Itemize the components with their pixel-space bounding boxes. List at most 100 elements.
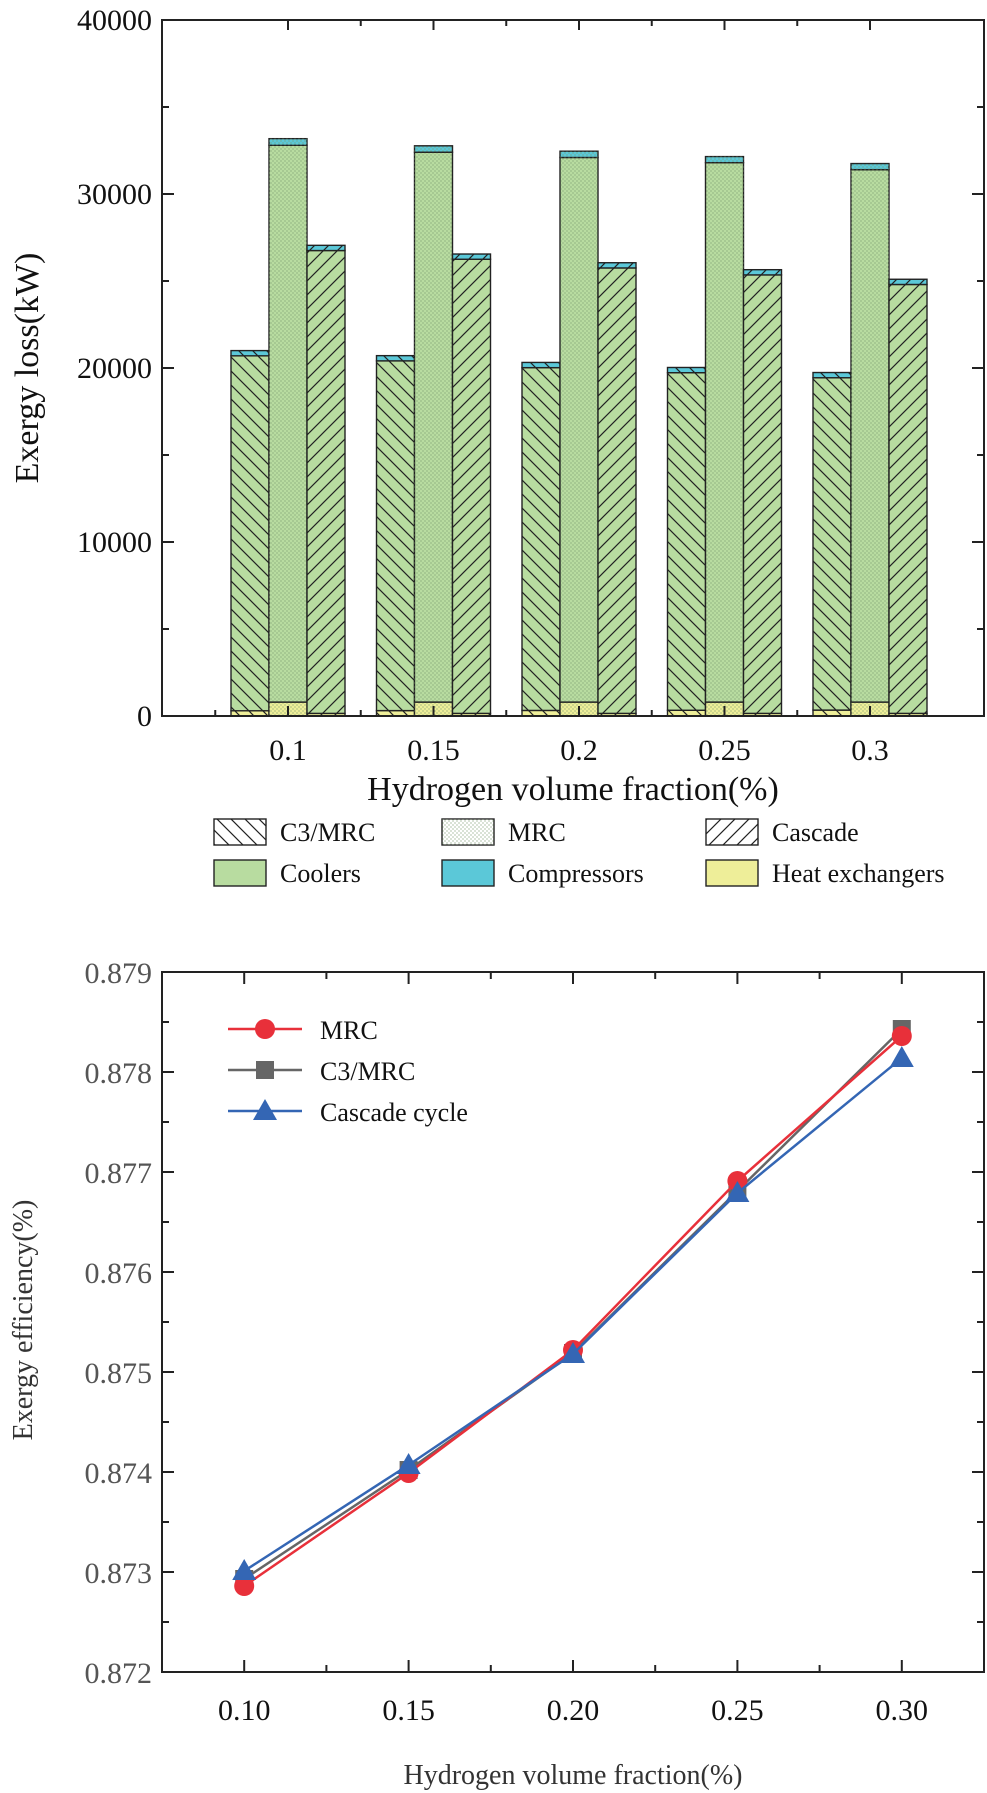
- y-axis: 0.872 0.873 0.874 0.875 0.876 0.877 0.878 0.879: [85, 957, 984, 1690]
- bar-pattern-heat-exchangers: [813, 710, 851, 716]
- bar-pattern-coolers: [414, 152, 453, 703]
- legend-item: Coolers: [213, 859, 361, 888]
- data-point: [396, 1453, 421, 1474]
- bar-pattern-compressors: [307, 245, 345, 251]
- series-cascade-cycle: [232, 1046, 914, 1580]
- legend: MRC C3/MRC Cascade cycle: [228, 1016, 468, 1127]
- legend-marker: [255, 1019, 275, 1039]
- y-tick-label: 0.876: [85, 1257, 153, 1290]
- bar-pattern-heat-exchangers: [598, 713, 636, 716]
- legend-marker: [253, 1099, 277, 1120]
- bar-pattern-heat-exchangers: [522, 710, 560, 716]
- x-tick-label: 0.2: [560, 734, 598, 767]
- legend-label: Coolers: [280, 859, 361, 888]
- bar-stack-cascade: [597, 262, 637, 717]
- legend-item: Heat exchangers: [705, 859, 945, 888]
- bar-pattern-coolers: [743, 274, 782, 714]
- bar-pattern-compressors: [598, 262, 636, 268]
- legend-item: C3/MRC: [228, 1057, 415, 1086]
- legend-item: Cascade: [705, 818, 859, 847]
- y-tick-label: 0.878: [85, 1057, 153, 1090]
- legend-swatch-pattern: [442, 819, 494, 845]
- legend-swatch-pattern: [706, 819, 758, 845]
- bar-pattern-coolers: [452, 259, 491, 714]
- bar-pattern-coolers: [667, 372, 706, 711]
- bar-pattern-heat-exchangers: [452, 713, 491, 716]
- bar-pattern-coolers: [889, 284, 927, 714]
- x-axis-title: Hydrogen volume fraction(%): [404, 1760, 743, 1791]
- legend-item: MRC: [228, 1016, 378, 1045]
- x-tick-label: 0.30: [876, 1694, 929, 1727]
- x-tick-label: 0.20: [547, 1694, 600, 1727]
- legend-swatch: [441, 859, 495, 887]
- bar-pattern-coolers: [598, 267, 636, 714]
- bar-pattern-coolers: [376, 360, 415, 711]
- bar-stack-c3-mrc: [375, 354, 416, 717]
- legend-label: MRC: [508, 818, 566, 847]
- legend-item: Compressors: [441, 859, 644, 888]
- legend-label: Cascade: [772, 818, 859, 847]
- x-tick-label: 0.25: [711, 1694, 764, 1727]
- bar-pattern-compressors: [414, 145, 453, 153]
- bar-pattern-coolers: [813, 377, 851, 711]
- bar-pattern-compressors: [231, 350, 269, 356]
- bar-pattern-compressors: [813, 372, 851, 378]
- legend-item: C3/MRC: [213, 818, 375, 847]
- legend-label: MRC: [320, 1016, 378, 1045]
- bar-pattern-heat-exchangers: [889, 713, 927, 716]
- bar-pattern-coolers: [269, 145, 307, 703]
- bar-stack-mrc: [850, 162, 890, 717]
- bar-groups: [230, 137, 928, 717]
- legend: C3/MRC MRC Cascade Coolers Compressors Heat e…: [213, 818, 945, 888]
- bar-pattern-compressors: [269, 138, 307, 146]
- bar-pattern-compressors: [667, 367, 706, 373]
- bar-stack-c3-mrc: [230, 349, 270, 717]
- y-tick-label: 0.874: [85, 1457, 153, 1490]
- bar-pattern-compressors: [376, 355, 415, 361]
- data-point: [725, 1181, 750, 1202]
- data-point: [234, 1576, 255, 1596]
- bar-stack-cascade: [888, 278, 928, 717]
- plot-frame: [161, 971, 985, 1673]
- bar-pattern-compressors: [743, 269, 782, 275]
- legend-swatch-pattern: [214, 819, 266, 845]
- legend-label: C3/MRC: [320, 1057, 415, 1086]
- legend-label: Cascade cycle: [320, 1098, 468, 1127]
- y-tick-label: 30000: [77, 178, 152, 211]
- data-point: [889, 1046, 914, 1067]
- bar-stack-mrc: [413, 145, 454, 717]
- x-tick-label: 0.10: [218, 1694, 271, 1727]
- legend-label: Compressors: [508, 859, 644, 888]
- bar-pattern-compressors: [889, 279, 927, 285]
- y-tick-label: 10000: [77, 526, 152, 559]
- bar-pattern-heat-exchangers: [307, 713, 345, 716]
- bar-stack-c3-mrc: [812, 371, 852, 717]
- bar-pattern-compressors: [560, 151, 598, 158]
- y-tick-label: 0.873: [85, 1557, 153, 1590]
- legend-label: C3/MRC: [280, 818, 375, 847]
- y-tick-label: 0: [137, 700, 152, 733]
- y-tick-label: 0.872: [85, 1657, 153, 1690]
- bar-pattern-coolers: [705, 162, 744, 703]
- bar-pattern-compressors: [452, 254, 491, 260]
- bar-pattern-coolers: [231, 355, 269, 711]
- y-tick-label: 0.877: [85, 1157, 153, 1190]
- x-tick-label: 0.15: [382, 1694, 435, 1727]
- y-axis-title: Exergy loss(kW): [9, 253, 46, 484]
- data-point: [232, 1559, 257, 1580]
- bar-pattern-compressors: [705, 156, 744, 163]
- bar-pattern-coolers: [560, 157, 598, 703]
- bar-pattern-coolers: [307, 250, 345, 714]
- series-lines: [232, 1020, 914, 1596]
- bar-pattern-compressors: [851, 163, 889, 170]
- bar-stack-mrc: [268, 137, 308, 717]
- bar-stack-mrc: [704, 155, 745, 717]
- bar-pattern-heat-exchangers: [743, 713, 782, 716]
- x-tick-label: 0.15: [407, 734, 460, 767]
- x-tick-label: 0.25: [698, 734, 751, 767]
- x-tick-label: 0.3: [851, 734, 889, 767]
- bar-stack-cascade: [451, 253, 492, 717]
- exergy-efficiency-line-chart: 0.872 0.873 0.874 0.875 0.876 0.877 0.878 0.879…: [8, 957, 985, 1791]
